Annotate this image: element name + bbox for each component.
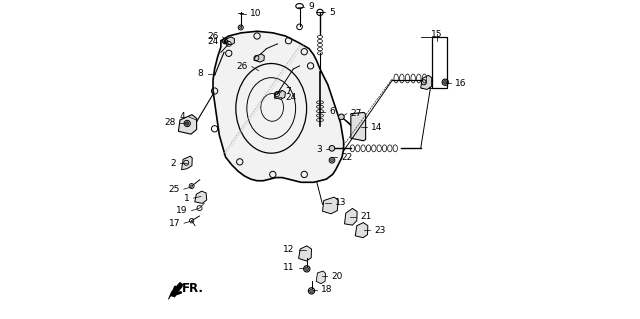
Polygon shape — [323, 197, 339, 214]
Polygon shape — [351, 112, 365, 141]
Text: 13: 13 — [335, 198, 347, 207]
Text: 14: 14 — [371, 123, 383, 132]
Text: 12: 12 — [284, 245, 295, 255]
Circle shape — [239, 26, 242, 29]
Text: 7: 7 — [285, 87, 291, 96]
Circle shape — [329, 145, 335, 151]
Text: 16: 16 — [454, 79, 466, 88]
Polygon shape — [179, 115, 196, 134]
Text: 11: 11 — [284, 263, 295, 272]
Polygon shape — [275, 90, 285, 99]
Circle shape — [310, 289, 314, 293]
Circle shape — [224, 40, 226, 43]
Circle shape — [330, 159, 333, 162]
Text: 27: 27 — [351, 109, 362, 118]
Text: 20: 20 — [331, 271, 342, 281]
Text: 15: 15 — [431, 30, 443, 39]
Text: 4: 4 — [179, 112, 185, 121]
Text: 6: 6 — [330, 107, 335, 116]
Text: 26: 26 — [207, 33, 218, 41]
Circle shape — [305, 267, 308, 271]
Polygon shape — [254, 54, 264, 62]
Text: 18: 18 — [321, 286, 332, 294]
Circle shape — [186, 122, 189, 125]
Text: 8: 8 — [198, 69, 204, 78]
Polygon shape — [299, 246, 312, 261]
Text: 2: 2 — [170, 159, 176, 168]
Polygon shape — [224, 37, 234, 45]
Text: FR.: FR. — [182, 282, 204, 295]
Text: 21: 21 — [360, 212, 372, 221]
Text: 23: 23 — [374, 226, 386, 235]
Polygon shape — [168, 282, 183, 299]
Text: 9: 9 — [308, 2, 314, 11]
Text: 17: 17 — [168, 219, 180, 228]
Text: 5: 5 — [330, 8, 335, 17]
Circle shape — [190, 185, 193, 187]
Text: 10: 10 — [250, 10, 262, 19]
Text: 3: 3 — [316, 145, 321, 154]
Circle shape — [339, 114, 344, 120]
Text: 28: 28 — [164, 118, 175, 127]
Text: 26: 26 — [236, 62, 248, 71]
Polygon shape — [344, 208, 357, 225]
Text: 24: 24 — [285, 93, 297, 102]
Circle shape — [444, 80, 447, 84]
Text: 1: 1 — [184, 194, 189, 203]
Polygon shape — [213, 31, 344, 182]
Text: 22: 22 — [341, 152, 353, 162]
Polygon shape — [355, 223, 368, 238]
Polygon shape — [182, 156, 192, 170]
Polygon shape — [420, 75, 432, 89]
Polygon shape — [195, 191, 207, 204]
Text: 24: 24 — [207, 37, 218, 47]
Text: 19: 19 — [176, 206, 188, 215]
Polygon shape — [316, 271, 326, 284]
Text: 25: 25 — [168, 185, 180, 194]
